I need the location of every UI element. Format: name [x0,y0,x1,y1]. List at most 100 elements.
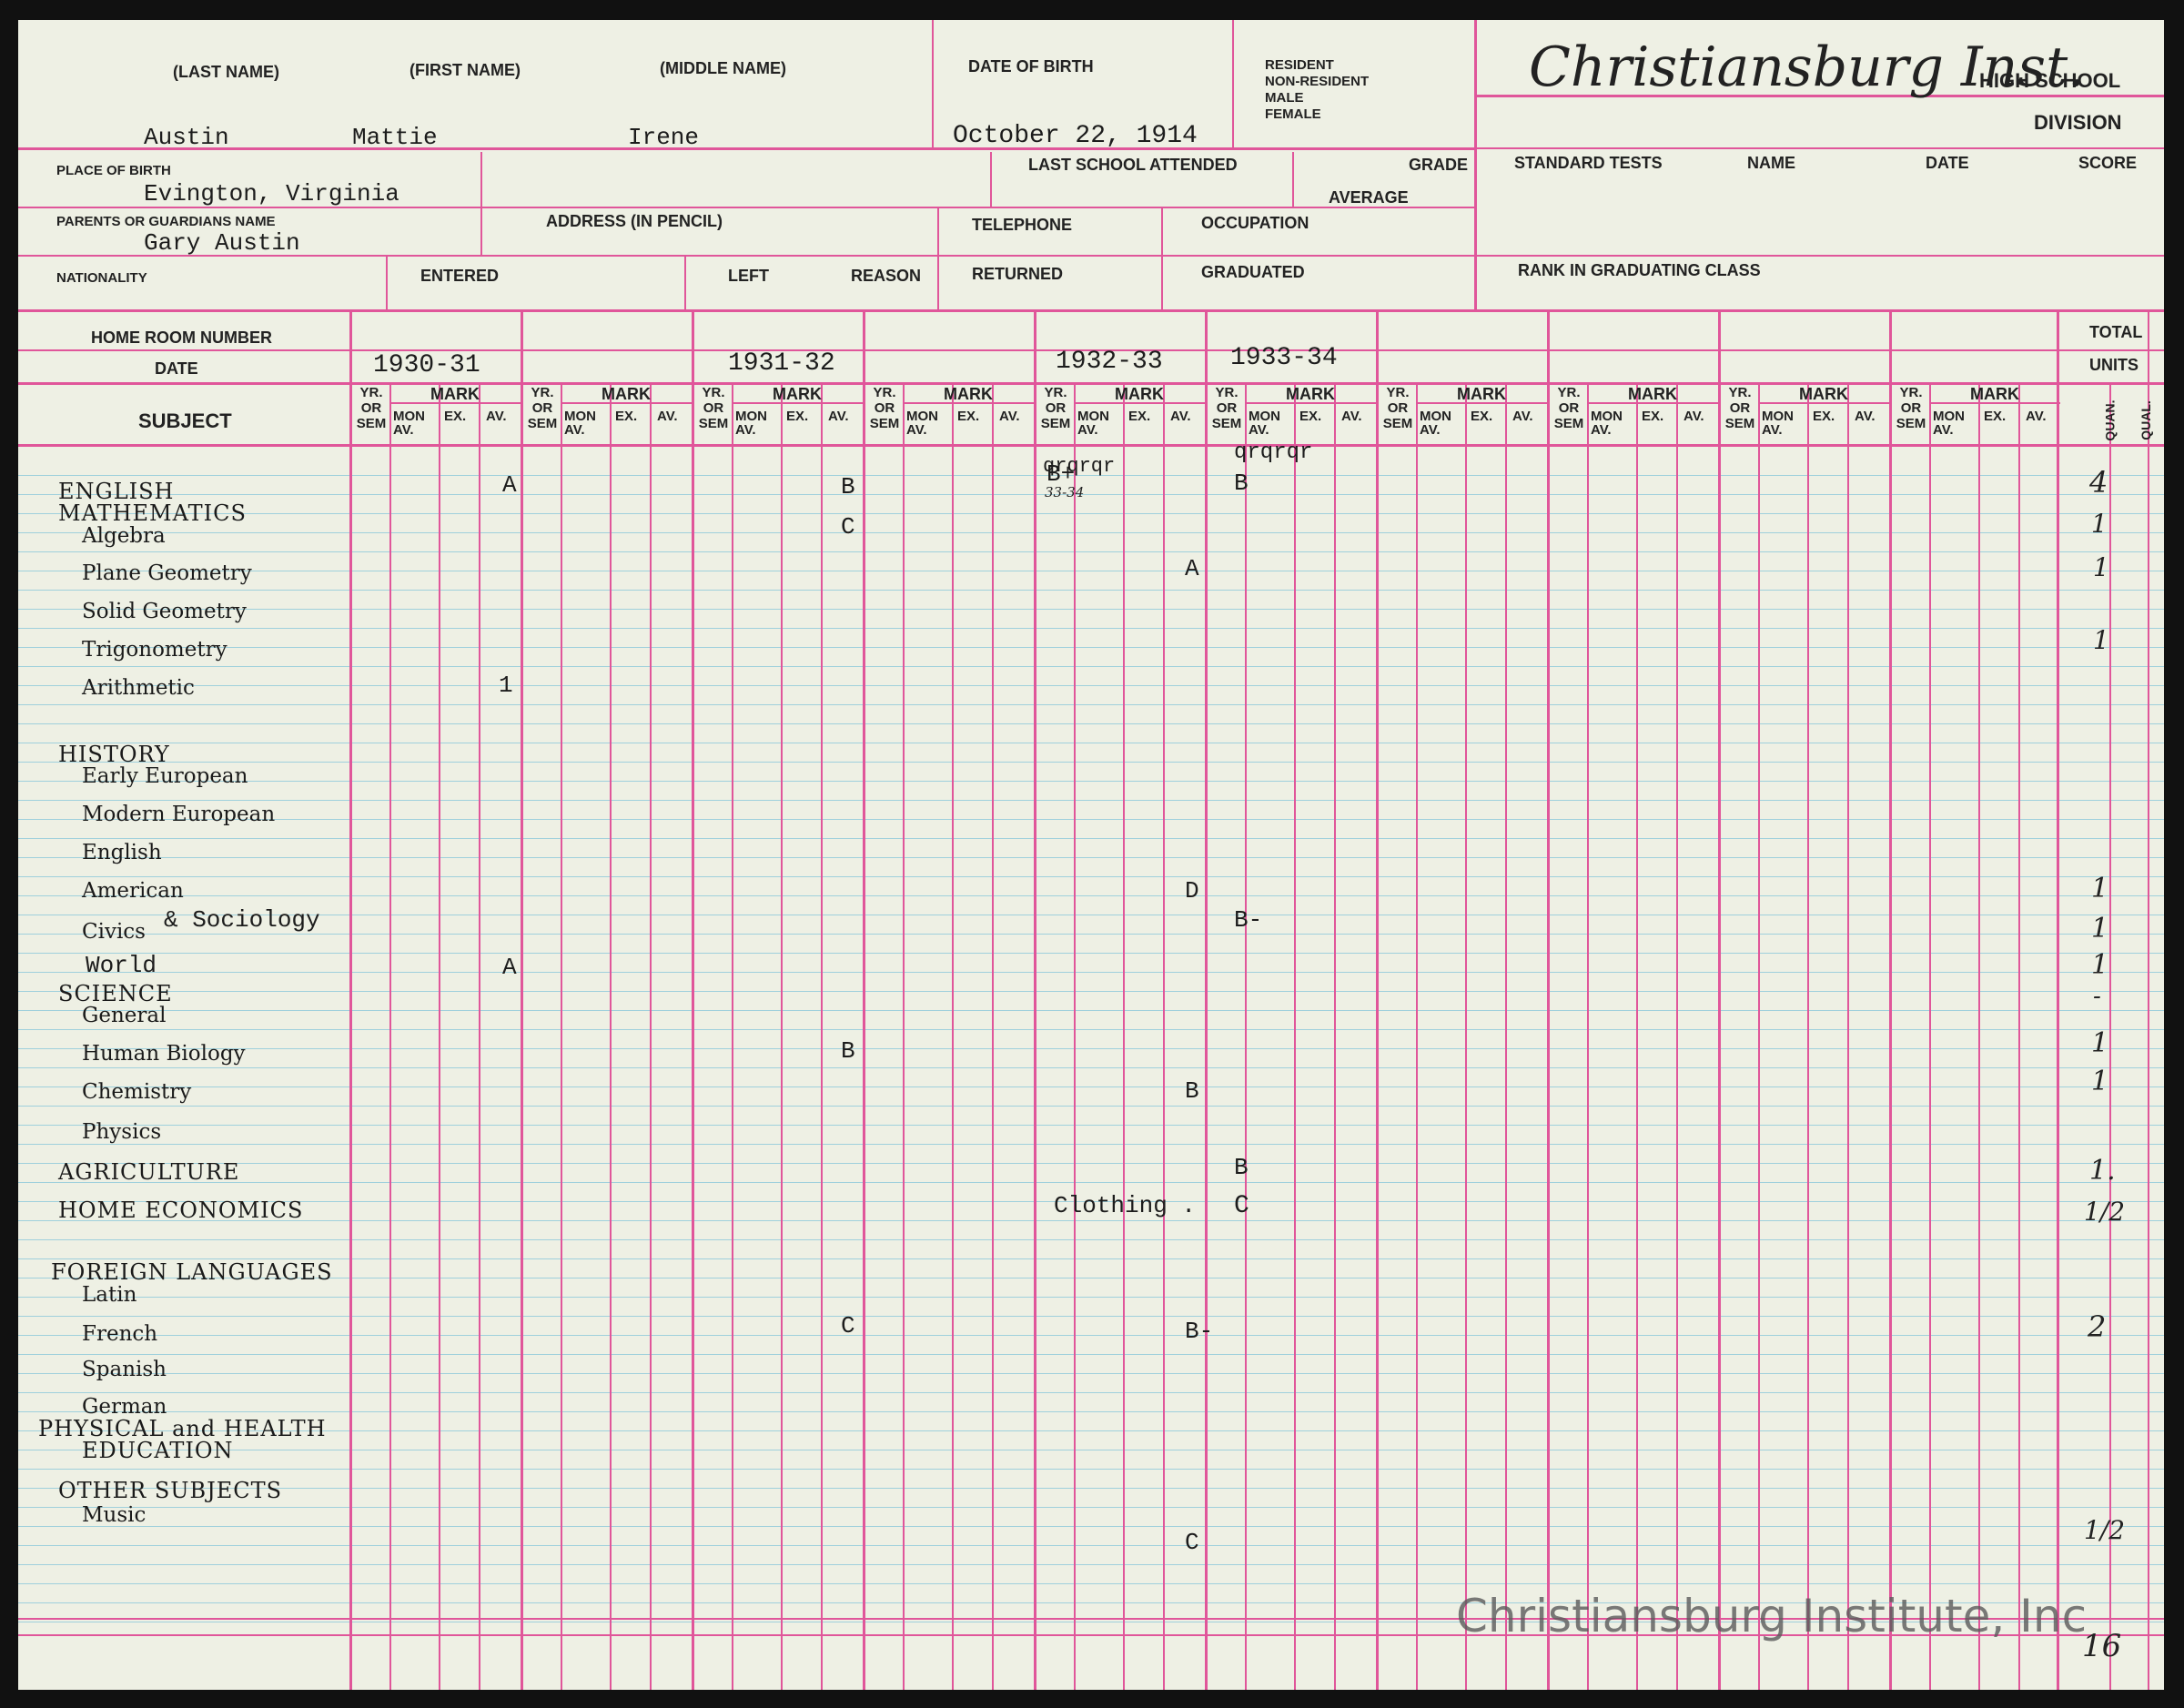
address-label: ADDRESS (IN PENCIL) [546,212,723,230]
year-1930-31: 1930-31 [373,351,480,379]
mark-header: MARK [1799,385,1848,403]
subject-english: ENGLISH [58,479,175,504]
subject-algebra: Algebra [82,524,166,548]
qual-label: QUAL. [2138,400,2153,440]
subject-solid-geometry: Solid Geometry [82,600,247,623]
av-header: AV. [1855,409,1876,424]
subject-mathematics: MATHEMATICS [58,500,247,526]
blue-rule [18,1373,2164,1374]
mark-world-1930: A [502,954,517,981]
red-rule [480,152,482,255]
mark-english-1931: B [841,473,855,500]
blue-rule [18,1430,2164,1431]
red-rule [1232,20,1234,147]
subject-arithmetic: Arithmetic [82,676,195,700]
mark-header: MARK [1286,385,1335,403]
watermark: Christiansburg Institute, Inc [1456,1590,2088,1642]
av-header: AV. [1512,409,1533,424]
blue-rule [18,1125,2164,1126]
mark-arithmetic-1930: 1 [499,672,513,699]
mon-av-header: MON AV. [1249,409,1280,438]
blue-rule [18,1411,2164,1412]
yr-or-sem-header: YR. OR SEM [1724,385,1755,431]
subject-plane-geometry: Plane Geometry [82,561,252,585]
red-rule [18,309,2164,312]
blue-rule [18,513,2164,514]
unit-algebra: 1 [2091,509,2108,539]
red-rule [18,255,2164,257]
red-rule [18,207,1474,208]
unit-science-mark: - [2093,983,2101,1010]
unit-french: 2 [2088,1309,2107,1344]
subject-music: Music [82,1503,147,1527]
subject-other-subjects: OTHER SUBJECTS [58,1478,283,1503]
av-header: AV. [1684,409,1704,424]
red-rule [18,1634,2164,1636]
red-rule [1474,147,2164,149]
blue-rule [18,1239,2164,1240]
blue-rule [18,1029,2164,1030]
school-name-handwritten: Christiansburg Inst. [1529,35,2086,99]
av-header: AV. [2026,409,2047,424]
av-header: AV. [828,409,849,424]
blue-rule [18,590,2164,591]
red-rule [389,402,521,404]
red-rule [18,1618,2164,1620]
subject-german: German [82,1395,167,1419]
blue-rule [18,1144,2164,1145]
red-rule [386,257,388,309]
red-rule [1294,382,1296,1690]
mark-home-ec-label: Clothing . [1054,1192,1197,1219]
mark-english-1932: B+ [1046,460,1076,488]
reason-label: REASON [851,267,922,285]
blue-rule [18,953,2164,954]
blue-rule [18,1392,2164,1393]
mon-av-header: MON AV. [1762,409,1794,438]
ex-header: EX. [957,409,980,424]
yr-or-sem-header: YR. OR SEM [1211,385,1242,431]
red-rule [521,309,523,1690]
ex-header: EX. [1984,409,2007,424]
red-rule [2018,382,2020,1690]
red-rule [1474,20,1477,309]
unit-chemistry: 1 [2091,1066,2109,1097]
av-header: AV. [1170,409,1191,424]
mon-av-header: MON AV. [906,409,938,438]
grade-label: GRADE [1409,156,1469,174]
unit-trigonometry: 1 [2093,625,2109,655]
blue-rule [18,666,2164,667]
red-rule [2057,309,2059,1690]
ex-header: EX. [615,409,638,424]
year-1931-32: 1931-32 [728,349,835,378]
blue-rule [18,1545,2164,1546]
ex-header: EX. [1299,409,1322,424]
red-rule [18,382,2164,385]
test-date-label: DATE [1926,154,1969,172]
unit-human-biology: 1 [2091,1027,2109,1059]
record-card: (LAST NAME) (FIRST NAME) (MIDDLE NAME) D… [18,20,2164,1690]
unit-english: 4 [2089,465,2108,500]
unit-home-ec: 1/2 [2084,1197,2126,1227]
mark-agriculture-1933: B [1234,1154,1249,1181]
ex-header: EX. [1642,409,1664,424]
units-label: UNITS [2089,356,2138,374]
blue-rule [18,1507,2164,1508]
test-name-label: NAME [1747,154,1795,172]
blue-rule [18,628,2164,629]
mon-av-header: MON AV. [1933,409,1965,438]
unit-world: 1 [2091,949,2109,981]
blue-rule [18,685,2164,686]
red-rule [990,152,992,207]
blue-rule [18,838,2164,839]
grid-date-label: DATE [155,359,198,378]
blue-rule [18,1583,2164,1584]
annotation-33-34: 33-34 [1045,484,1085,500]
yr-or-sem-header: YR. OR SEM [356,385,387,431]
mark-french-1931: C [841,1312,855,1339]
blue-rule [18,723,2164,724]
red-rule [1758,402,1889,404]
red-rule [1758,382,1760,1690]
red-rule [1587,402,1718,404]
mark-civics-1933: B- [1234,906,1263,934]
red-rule [1474,95,2164,97]
